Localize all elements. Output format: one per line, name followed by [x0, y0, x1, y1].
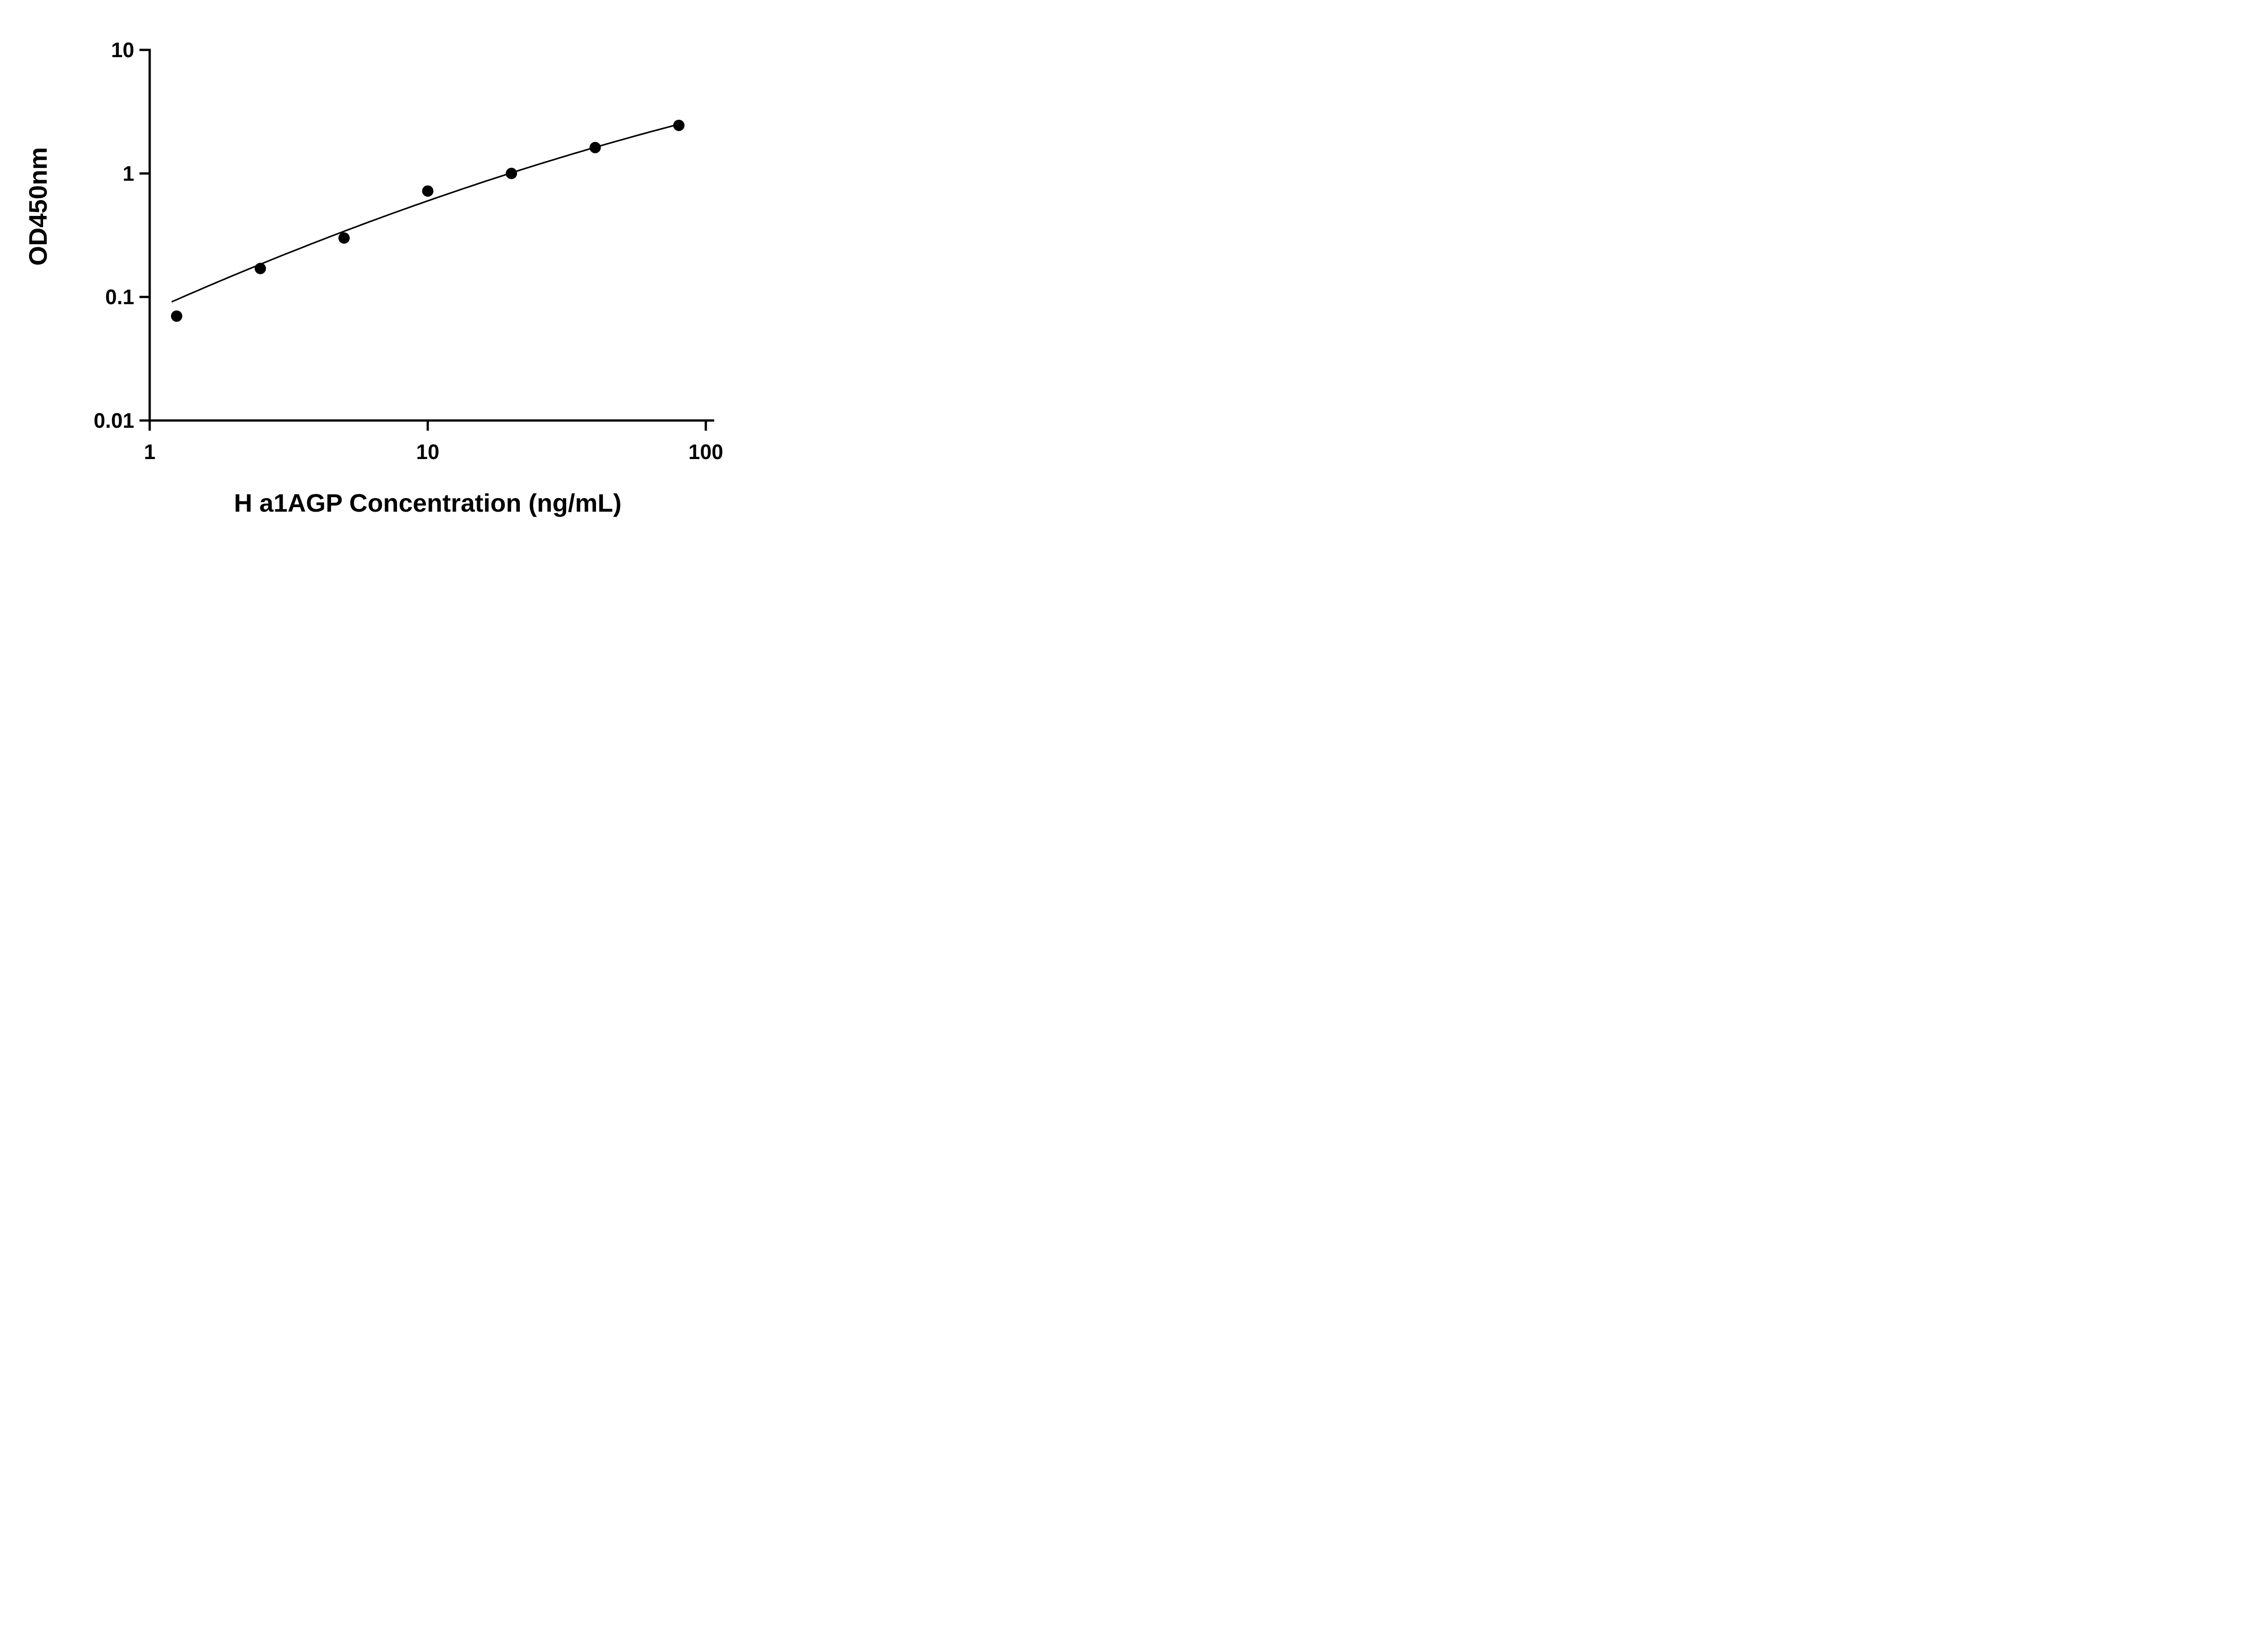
data-point: [171, 310, 182, 322]
data-point: [673, 119, 685, 131]
data-point: [422, 185, 434, 197]
x-tick-label: 10: [416, 440, 439, 464]
y-tick-label: 1: [122, 161, 134, 185]
x-tick-label: 1: [144, 440, 156, 464]
x-tick-label: 100: [689, 440, 723, 464]
data-point: [589, 142, 601, 153]
data-point: [338, 232, 350, 244]
x-axis-label: H a1AGP Concentration (ng/mL): [234, 489, 622, 517]
plot-group: 1 10 100 0.01 0.1 1 10: [93, 38, 723, 464]
y-tick-label: 10: [111, 38, 134, 62]
fit-curve: [171, 123, 679, 303]
data-point: [254, 263, 266, 274]
data-point: [506, 167, 517, 179]
elisa-standard-curve-figure: 1 10 100 0.01 0.1 1 10 H a1AGP Concentration (…: [0, 0, 777, 544]
y-tick-label: 0.01: [93, 409, 134, 432]
plot-area: 1 10 100 0.01 0.1 1 10 H a1AGP Concentration (…: [24, 38, 723, 517]
y-axis-label: OD450nm: [24, 147, 52, 265]
y-tick-label: 0.1: [105, 285, 134, 309]
